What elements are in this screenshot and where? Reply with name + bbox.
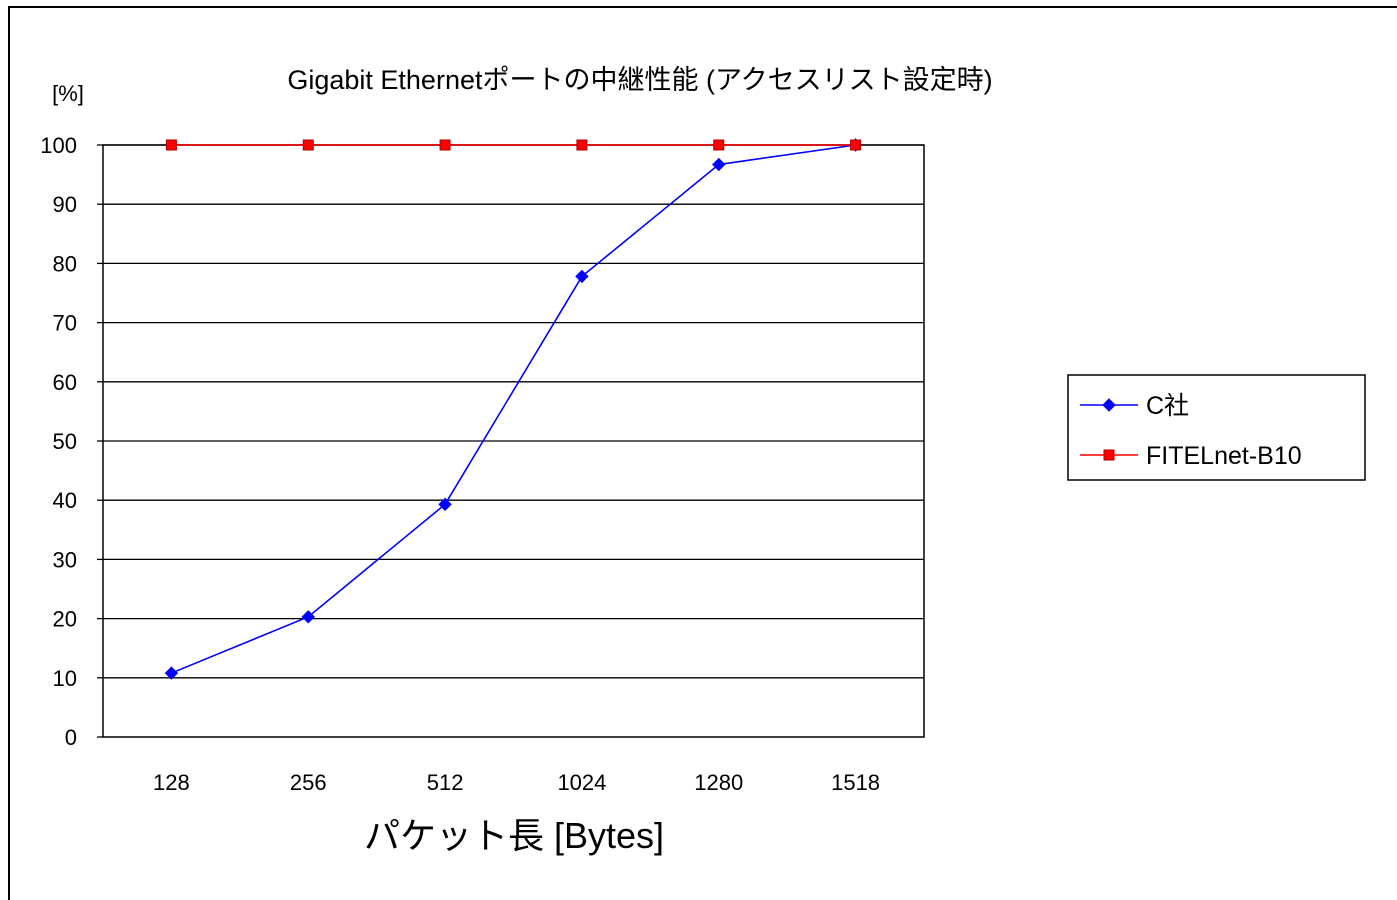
x-axis-label: パケット長 [Bytes]: [364, 815, 664, 856]
x-tick-label: 1518: [831, 770, 880, 795]
y-tick-label: 70: [53, 311, 77, 336]
data-point-diamond: [1102, 398, 1116, 412]
data-point-diamond: [438, 497, 452, 512]
data-point-square: [713, 139, 725, 151]
series-line: [171, 144, 856, 674]
chart-title: Gigabit Ethernetポートの中継性能 (アクセスリスト設定時): [287, 65, 992, 95]
legend-item: C社: [1080, 392, 1189, 420]
data-point-square: [576, 139, 588, 151]
y-tick-label: 100: [40, 133, 77, 158]
series-group: [164, 138, 863, 680]
data-point-square: [439, 139, 451, 151]
y-tick-label: 30: [53, 547, 77, 572]
data-point-diamond: [712, 157, 726, 172]
data-point-square: [850, 139, 862, 151]
legend-box: [1067, 374, 1366, 481]
data-point-diamond: [575, 269, 589, 284]
y-tick-label: 90: [53, 192, 77, 217]
data-point-square: [1103, 449, 1115, 461]
gridlines: [103, 144, 924, 679]
x-tick-label: 256: [290, 770, 327, 795]
legend-item: FITELnet-B10: [1080, 442, 1302, 470]
y-tick-label: 10: [53, 666, 77, 691]
data-point-square: [165, 139, 177, 151]
x-tick-label: 1280: [694, 770, 743, 795]
legend: C社 FITELnet-B10: [1067, 374, 1366, 481]
data-point-square: [302, 139, 314, 151]
legend-label: FITELnet-B10: [1146, 442, 1302, 470]
data-point-diamond: [301, 610, 315, 624]
data-point-diamond: [164, 666, 179, 680]
series-2: [165, 139, 862, 151]
legend-label: C社: [1146, 392, 1189, 420]
y-tick-label: 50: [53, 429, 77, 454]
x-tick-label: 1024: [557, 770, 606, 795]
y-tick-label: 20: [53, 607, 77, 632]
x-tick-label: 128: [153, 770, 190, 795]
x-tick-label: 512: [427, 770, 464, 795]
y-tick-label: 60: [53, 370, 77, 395]
y-axis-unit: [%]: [52, 81, 84, 106]
y-tick-label: 0: [65, 725, 77, 750]
y-axis-ticks: 0 10 20 30 40 50 60 70 80 90 100: [40, 133, 103, 750]
y-tick-label: 80: [53, 251, 77, 276]
x-axis-ticks: 128 256 512 1024 1280 1518: [153, 770, 880, 795]
y-tick-label: 40: [53, 488, 77, 513]
chart-frame: [8, 6, 1397, 900]
